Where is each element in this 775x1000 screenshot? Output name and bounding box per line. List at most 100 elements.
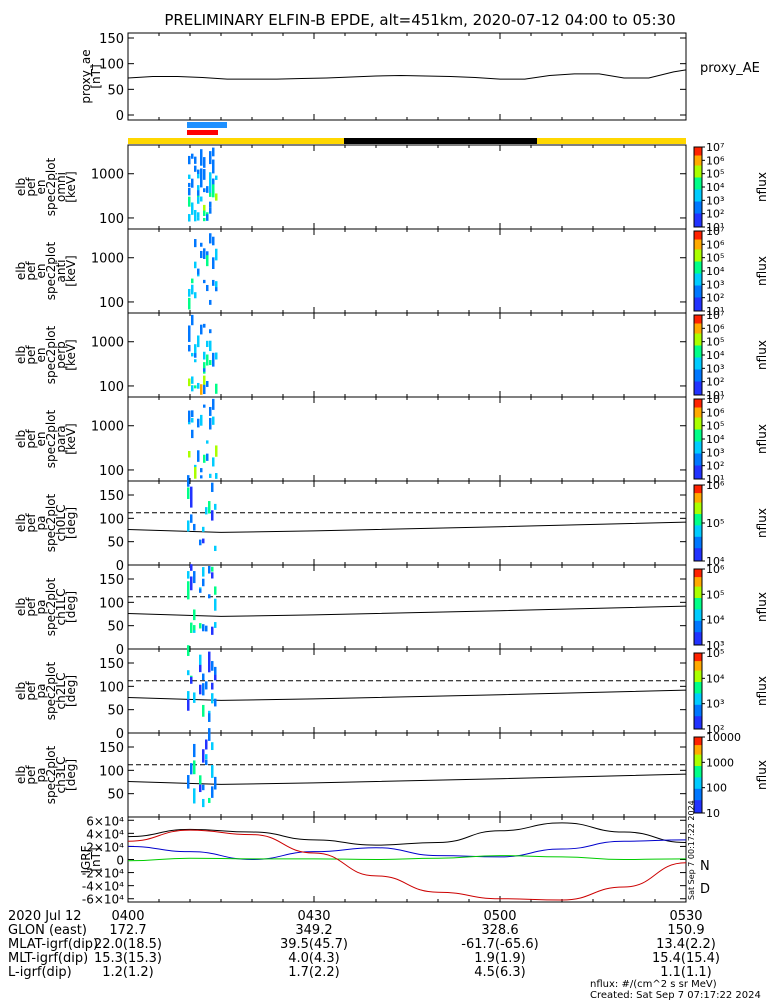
pa-spectrogram-cell [199, 623, 202, 629]
colorbar-cell [694, 569, 702, 572]
colorbar-cell [694, 723, 702, 726]
pa-spectrogram-cell [190, 576, 193, 591]
colorbar-tick-label: 1000 [706, 756, 734, 769]
pa-spectrogram-cell [187, 670, 190, 676]
colorbar-cell [694, 189, 702, 192]
spectrogram-cell [197, 418, 200, 428]
colorbar-cell [694, 237, 702, 240]
colorbar-cell [694, 572, 702, 576]
colorbar-cell [694, 626, 702, 629]
y-axis-label-line: [nT] [89, 847, 103, 871]
sci-zone-bar-blue [187, 122, 227, 128]
y-axis-label-line: [deg] [64, 591, 78, 623]
panel-frame [127, 312, 687, 398]
colorbar-cell [694, 167, 702, 170]
y-tick-label: 6×10⁴ [86, 814, 124, 828]
loss-cone-line [127, 521, 687, 533]
colorbar-cell [694, 607, 702, 610]
y-axis-label-line: elb [14, 514, 28, 532]
time-label-glon: GLON (east) [8, 923, 87, 938]
colorbar-tick-label: 10² [706, 723, 724, 736]
colorbar-cell [694, 744, 702, 747]
colorbar-cell [694, 601, 702, 604]
colorbar-cell [694, 721, 702, 724]
colorbar-cell [694, 205, 702, 208]
colorbar-cell [694, 588, 702, 591]
colorbar-cell [694, 641, 702, 644]
colorbar-cell [694, 574, 702, 578]
colorbar-cell [694, 538, 702, 541]
colorbar-tick-label: 10⁷ [706, 141, 724, 154]
colorbar-cell [694, 321, 702, 324]
colorbar-cell [694, 771, 702, 774]
spectrogram-cell [209, 299, 212, 305]
pa-spectrogram-cell [199, 775, 202, 785]
spectrogram-cell [203, 368, 206, 372]
y-axis-label-line: pa [34, 516, 48, 531]
colorbar-cell [694, 159, 702, 162]
pa-spectrogram-cell [199, 661, 202, 673]
sci-zone-bar-red [187, 130, 218, 135]
pa-spectrogram-cell [214, 598, 217, 611]
pa-spectrogram-cell [187, 699, 190, 711]
colorbar-cell [694, 710, 702, 713]
spectrogram-cell [215, 473, 218, 479]
spectrogram-cell [197, 190, 200, 196]
colorbar-cell [694, 496, 702, 499]
colorbar-zlabel: nflux [755, 172, 769, 202]
y-axis-label-line: pef [24, 345, 38, 365]
colorbar-cell [694, 191, 702, 194]
spectrogram-cell [194, 344, 197, 354]
pa-spectrogram-cell [193, 625, 196, 631]
colorbar-cell [694, 702, 702, 705]
colorbar-cell [694, 247, 702, 250]
y-axis-label-line: IGRF [79, 845, 93, 873]
colorbar-cell [694, 799, 702, 803]
spectrogram-cell [200, 475, 203, 479]
y-axis-label-line: pa [34, 684, 48, 699]
colorbar-cell [694, 299, 702, 302]
pa-spectrogram-cell [202, 567, 205, 577]
spectrogram-cell [200, 468, 203, 473]
panel-frame [127, 396, 687, 482]
colorbar-cell [694, 658, 702, 662]
colorbar-cell [694, 439, 702, 442]
colorbar-cell [694, 319, 702, 322]
spectrogram-cell [191, 418, 194, 423]
colorbar-cell [694, 427, 702, 430]
colorbar-6: 10³ 10⁴ 10⁵ 10⁶ nflux [693, 563, 769, 652]
spectrogram-cell [191, 429, 194, 439]
colorbar-cell [694, 161, 702, 164]
pa-spectrogram-cell [202, 538, 205, 544]
y-tick-label: 100 [99, 464, 124, 479]
colorbar-cell [694, 215, 702, 218]
colorbar-cell [694, 687, 702, 690]
y-tick-label: 150 [99, 32, 124, 47]
colorbar-cell [694, 289, 702, 292]
colorbar-cell [694, 795, 702, 799]
spectrogram-cell [206, 212, 209, 216]
colorbar-cell [694, 780, 702, 784]
y-axis-label-line: omni [54, 172, 68, 202]
spectrogram-cell [194, 466, 197, 479]
y-axis-label-line: en [34, 180, 48, 195]
sunlit-bar-left [128, 138, 344, 144]
spectrogram-cell [206, 381, 209, 387]
colorbar-cell [694, 767, 702, 770]
y-axis-label-line: ch3LC [54, 757, 68, 794]
colorbar-cell [694, 582, 702, 585]
colorbar-cell [694, 509, 702, 513]
pa-spectrogram-cell [208, 658, 211, 673]
spectrogram-cell [200, 250, 203, 259]
spectrogram-cell [200, 149, 203, 157]
spectrogram-cell [200, 326, 203, 330]
colorbar-tick-label: 10⁷ [706, 309, 724, 322]
colorbar-cell [694, 794, 702, 797]
colorbar-frame [693, 736, 703, 814]
colorbar-cell [694, 203, 702, 206]
pa-spectrogram-cell [202, 526, 205, 532]
